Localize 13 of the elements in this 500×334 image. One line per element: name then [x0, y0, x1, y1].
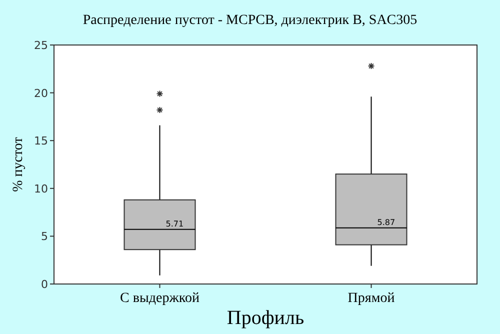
y-tick-label: 10 — [34, 182, 48, 196]
x-axis-title: Профиль — [226, 307, 304, 329]
y-tick-label: 25 — [34, 39, 48, 52]
y-tick-label: 20 — [34, 86, 48, 100]
x-tick-label: Прямой — [348, 291, 396, 306]
y-tick-label: 5 — [41, 230, 48, 244]
y-tick-label: 0 — [41, 278, 48, 291]
y-axis-title: % пустот — [11, 137, 26, 192]
chart-title: Распределение пустот - MCPCB, диэлектрик B, SAC305 — [82, 13, 418, 28]
y-tick-label: 15 — [34, 134, 48, 148]
annotation: 5.87 — [377, 218, 396, 227]
x-tick-label: С выдержкой — [120, 291, 200, 306]
annotation: 5.71 — [166, 219, 184, 228]
